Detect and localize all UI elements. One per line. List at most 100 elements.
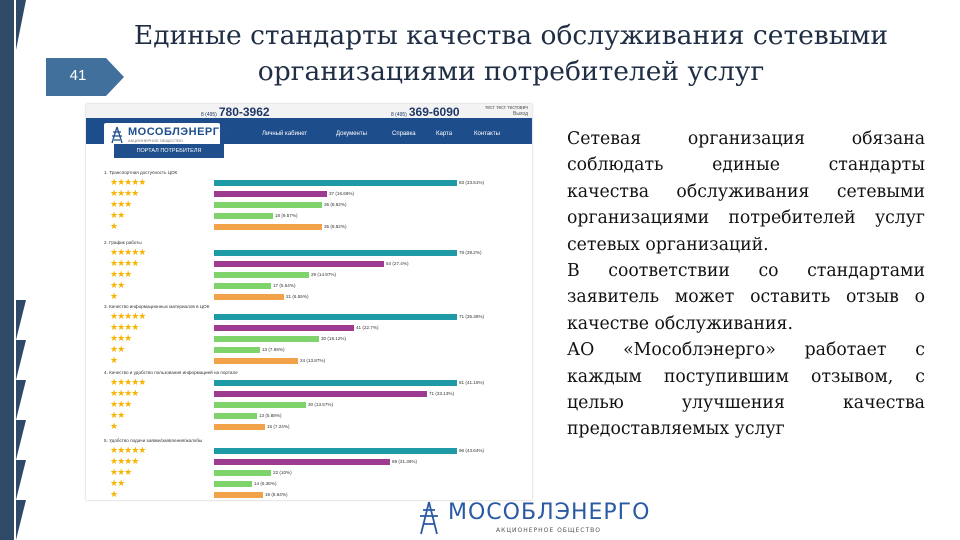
survey-bar-value: 83 (33.51%) <box>459 180 485 185</box>
tower-icon <box>111 126 123 144</box>
survey-bar <box>214 325 354 331</box>
paragraph-2: В соответствии со стандартами заявитель … <box>567 261 925 334</box>
portal-logo: МОСОБЛЭНЕРГО АКЦИОНЕРНОЕ ОБЩЕСТВО <box>104 123 228 147</box>
survey-bar <box>214 294 284 300</box>
rating-stars-icon: ★★★ <box>110 333 132 343</box>
survey-bar-value: 18 (9.57%) <box>275 213 298 218</box>
rating-stars-icon: ★★★ <box>110 199 132 209</box>
rating-stars-icon: ★★ <box>110 344 125 354</box>
rating-stars-icon: ★★★ <box>110 399 132 409</box>
survey-bar <box>214 250 457 256</box>
rating-stars-icon: ★ <box>110 355 118 365</box>
nav-help: Справка <box>392 131 416 137</box>
survey-bar-value: 19 (8.64%) <box>265 492 288 497</box>
rating-stars-icon: ★★ <box>110 478 125 488</box>
survey-bar <box>214 492 263 498</box>
survey-bar-value: 14 (6.36%) <box>254 481 277 486</box>
portal-navbar: МОСОБЛЭНЕРГО АКЦИОНЕРНОЕ ОБЩЕСТВО Личный… <box>86 118 532 147</box>
survey-bar-value: 71 (35.36%) <box>459 314 485 319</box>
rating-stars-icon: ★★ <box>110 210 125 220</box>
portal-screenshot: 8 (495) 780-3962 8 (495) 369-6090 тест тес… <box>86 104 532 500</box>
survey-bar-value: 35 (8.82%) <box>324 202 347 207</box>
slide-number: 41 <box>69 67 87 84</box>
survey-section-label: 4. Качество и удобство пользования инфор… <box>104 370 238 375</box>
portal-top-strip: 8 (495) 780-3962 8 (495) 369-6090 тест тес… <box>86 104 532 119</box>
survey-bar <box>214 336 319 342</box>
rating-stars-icon: ★ <box>110 489 118 499</box>
portal-label: ПОРТАЛ ПОТРЕБИТЕЛЯ <box>114 144 224 158</box>
survey-bar-value: 54 (27.4%) <box>386 261 409 266</box>
survey-bar-value: 37 (16.66%) <box>329 191 355 196</box>
rating-stars-icon: ★★★★★ <box>110 377 146 387</box>
user-info: тест тест тестович Выход <box>485 105 528 117</box>
rating-stars-icon: ★★★★ <box>110 258 139 268</box>
survey-section-label: 3. Качество информационных материалов в … <box>104 304 210 309</box>
footer-logo-subtitle: АКЦИОНЕРНОЕ ОБЩЕСТВО <box>496 527 601 534</box>
phone-2: 8 (495) 369-6090 <box>391 105 460 119</box>
survey-bar <box>214 261 384 267</box>
survey-bar <box>214 191 327 197</box>
survey-bar <box>214 481 252 487</box>
rating-stars-icon: ★ <box>110 421 118 431</box>
survey-bar-value: 71 (33.13%) <box>429 391 455 396</box>
survey-bar <box>214 272 309 278</box>
survey-section-label: 2. График работы <box>104 240 142 245</box>
survey-bar-value: 29 (14.97%) <box>311 272 337 277</box>
rating-stars-icon: ★★★★★ <box>110 177 146 187</box>
rating-stars-icon: ★★★ <box>110 467 132 477</box>
survey-bar-value: 22 (10%) <box>273 470 292 475</box>
survey-section-label: 1. Транспортная доступность ЦОК <box>104 170 178 175</box>
power-tower-icon <box>420 501 438 535</box>
survey-bar <box>214 202 322 208</box>
survey-section-label: 5. Удобство подачи заявки/заявления/жало… <box>104 438 203 443</box>
rating-stars-icon: ★★ <box>110 410 125 420</box>
survey-bar <box>214 347 260 353</box>
survey-bar <box>214 402 306 408</box>
survey-bar-value: 16 (7.24%) <box>267 424 290 429</box>
survey-bar-value: 69 (31.36%) <box>392 459 418 464</box>
rating-stars-icon: ★★★★ <box>110 188 139 198</box>
survey-bar <box>214 213 273 219</box>
title-line-2: организациями потребителей услуг <box>257 56 765 87</box>
survey-bar <box>214 470 271 476</box>
slide-number-badge: 41 <box>46 58 124 96</box>
rating-stars-icon: ★★★ <box>110 269 132 279</box>
rating-stars-icon: ★★★★ <box>110 456 139 466</box>
survey-bar-value: 17 (5.54%) <box>273 283 296 288</box>
nav-map: Карта <box>436 131 453 137</box>
rating-stars-icon: ★★★★★ <box>110 311 146 321</box>
survey-bar-value: 35 (8.82%) <box>324 224 347 229</box>
rating-stars-icon: ★★★★ <box>110 388 139 398</box>
left-accent-bar <box>0 0 14 540</box>
survey-bar-value: 13 (5.88%) <box>259 413 282 418</box>
title-line-1: Единые стандарты качества обслуживания с… <box>133 20 889 51</box>
body-text: Сетевая организация обязана соблюдать ед… <box>567 126 925 443</box>
phone-1: 8 (495) 780-3962 <box>201 105 270 119</box>
slide-title: Единые стандарты качества обслуживания с… <box>86 18 936 90</box>
nav-documents: Документы <box>336 131 367 137</box>
survey-bar <box>214 448 457 454</box>
rating-stars-icon: ★ <box>110 291 118 301</box>
survey-bar-value: 30 (18.12%) <box>321 336 347 341</box>
nav-contacts: Контакты <box>474 131 500 137</box>
survey-bar <box>214 413 257 419</box>
rating-stars-icon: ★★★★★ <box>110 247 146 257</box>
footer-logo: МОСОБЛЭНЕРГО АКЦИОНЕРНОЕ ОБЩЕСТВО <box>410 500 650 540</box>
survey-bar-value: 81 (41.16%) <box>459 380 485 385</box>
survey-bar <box>214 391 427 397</box>
survey-bar <box>214 380 457 386</box>
survey-bar <box>214 358 298 364</box>
survey-bar <box>214 283 271 289</box>
nav-cabinet: Личный кабинет <box>262 131 308 137</box>
survey-bar <box>214 224 322 230</box>
survey-bar <box>214 424 265 430</box>
survey-bar-value: 30 (13.57%) <box>308 402 334 407</box>
footer-logo-text: МОСОБЛЭНЕРГО <box>448 500 651 525</box>
rating-stars-icon: ★★★★★ <box>110 445 146 455</box>
survey-bar-value: 78 (39.2%) <box>459 250 482 255</box>
survey-bar <box>214 314 457 320</box>
survey-bar-value: 41 (22.7%) <box>356 325 379 330</box>
survey-bar <box>214 180 457 186</box>
survey-bar-value: 21 (6.55%) <box>286 294 309 299</box>
paragraph-1: Сетевая организация обязана соблюдать ед… <box>567 129 925 255</box>
